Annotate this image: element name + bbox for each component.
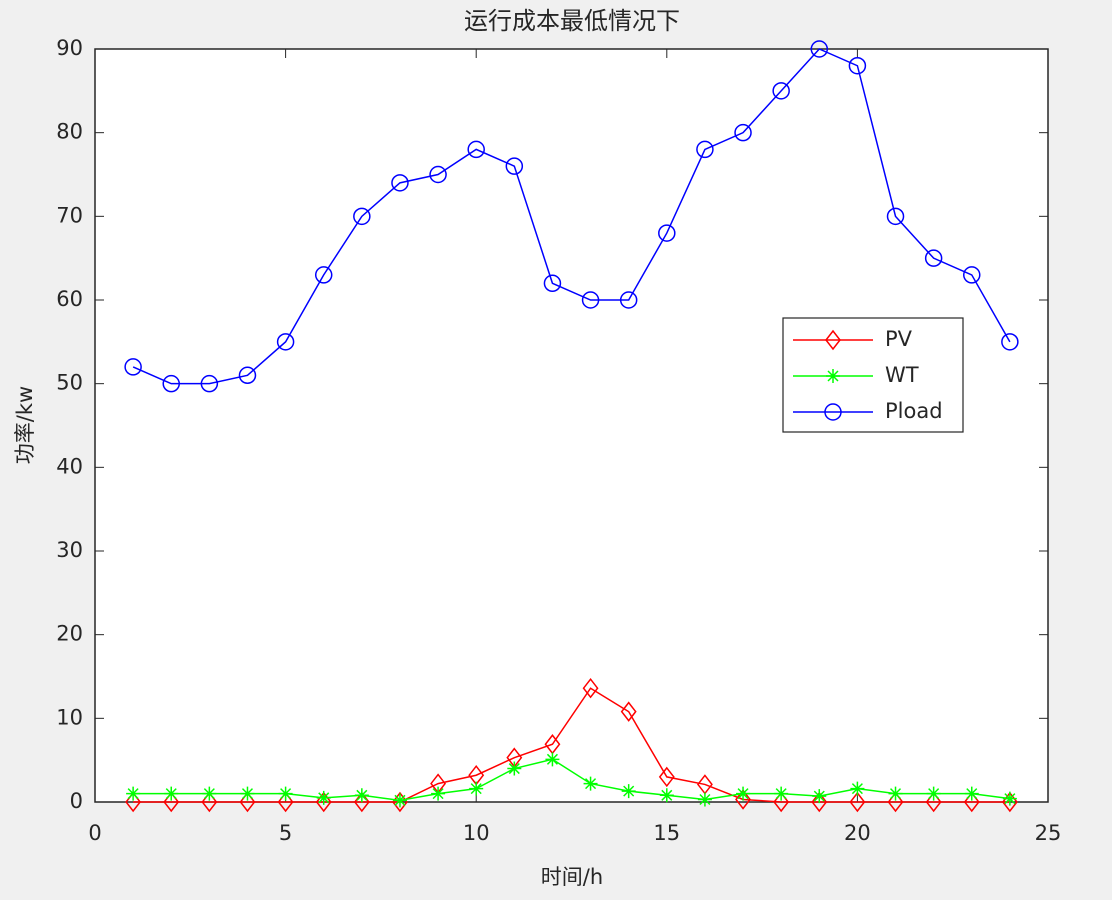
marker: [505, 157, 524, 175]
legend-label: Pload: [885, 399, 943, 423]
marker: [507, 761, 522, 776]
marker: [850, 781, 865, 796]
marker: [825, 329, 841, 351]
marker: [429, 165, 447, 184]
x-tick-label: 0: [88, 821, 101, 845]
marker: [126, 786, 141, 801]
legend-box: [782, 317, 964, 433]
marker: [697, 792, 712, 807]
marker: [124, 358, 142, 376]
marker: [620, 701, 637, 722]
marker: [1001, 333, 1019, 351]
marker: [621, 784, 636, 799]
marker: [278, 786, 293, 801]
marker: [469, 781, 484, 796]
marker: [276, 333, 295, 351]
marker: [886, 207, 905, 226]
marker: [824, 403, 842, 421]
marker: [736, 786, 751, 801]
marker: [826, 369, 840, 383]
y-tick-label: 30: [56, 538, 83, 562]
marker: [583, 776, 598, 791]
marker: [316, 790, 331, 805]
marker: [431, 786, 446, 801]
y-tick-label: 90: [56, 36, 83, 60]
marker: [619, 291, 638, 309]
marker: [163, 791, 180, 813]
x-tick-label: 15: [653, 821, 680, 845]
marker: [354, 788, 369, 803]
marker: [162, 374, 180, 393]
marker: [277, 791, 294, 813]
y-tick-label: 40: [56, 454, 83, 478]
marker: [925, 791, 942, 813]
x-axis-label: 时间/h: [541, 865, 603, 889]
marker: [926, 786, 941, 801]
marker: [810, 40, 829, 58]
marker: [888, 786, 903, 801]
chart-title: 运行成本最低情况下: [464, 7, 680, 35]
marker: [963, 791, 980, 813]
marker: [772, 82, 790, 100]
legend-label: WT: [885, 363, 919, 387]
marker: [392, 793, 407, 808]
marker: [202, 786, 217, 801]
axes-box: [94, 48, 1049, 803]
marker: [773, 791, 790, 813]
marker: [812, 789, 827, 804]
marker: [658, 766, 675, 788]
marker: [581, 291, 600, 309]
marker: [543, 274, 562, 293]
marker: [734, 123, 752, 142]
x-tick-label: 5: [279, 821, 292, 845]
marker: [467, 140, 485, 159]
y-tick-label: 0: [70, 789, 83, 813]
marker: [240, 786, 255, 801]
legend-label: PV: [885, 327, 913, 351]
y-axis-label: 功率/kw: [13, 386, 37, 464]
marker: [964, 786, 979, 801]
marker: [696, 140, 714, 159]
x-tick-label: 25: [1035, 821, 1062, 845]
y-tick-label: 50: [56, 371, 83, 395]
marker: [849, 791, 866, 813]
marker: [201, 791, 218, 813]
marker: [545, 752, 560, 767]
marker: [774, 786, 789, 801]
marker: [848, 56, 867, 75]
marker: [125, 791, 142, 813]
marker: [811, 791, 828, 813]
x-tick-label: 10: [463, 821, 490, 845]
y-tick-label: 10: [56, 705, 83, 729]
marker: [924, 249, 943, 267]
marker: [582, 677, 599, 699]
marker: [887, 791, 904, 813]
marker: [658, 224, 676, 242]
y-tick-label: 20: [56, 622, 83, 646]
marker: [238, 366, 257, 385]
marker: [659, 788, 674, 803]
marker: [1002, 791, 1017, 806]
marker: [315, 791, 332, 813]
y-tick-label: 70: [56, 203, 83, 227]
marker: [239, 791, 256, 813]
marker: [164, 786, 179, 801]
marker: [200, 374, 219, 393]
marker: [353, 207, 371, 226]
marker: [314, 266, 333, 284]
marker: [963, 266, 981, 284]
marker: [391, 174, 409, 192]
y-tick-label: 60: [56, 287, 83, 311]
y-tick-label: 80: [56, 120, 83, 144]
legend: PV WT Pload: [782, 317, 964, 433]
marker: [735, 789, 751, 810]
x-tick-label: 20: [844, 821, 871, 845]
